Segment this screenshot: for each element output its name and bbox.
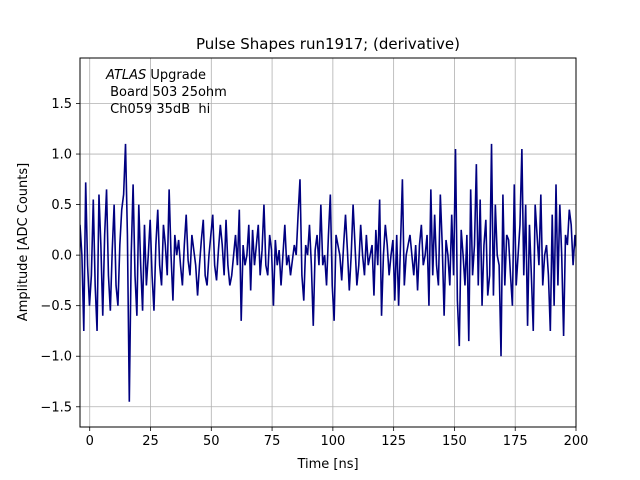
x-tick-label: 75 xyxy=(264,434,281,449)
x-tick-label: 0 xyxy=(86,434,94,449)
x-tick-label: 100 xyxy=(320,434,345,449)
y-tick-label: −1.5 xyxy=(40,400,72,415)
annotation-atlas: ATLAS xyxy=(105,68,146,83)
x-tick-label: 125 xyxy=(381,434,406,449)
y-tick-label: 1.5 xyxy=(51,97,72,112)
axes-frame xyxy=(79,57,577,428)
annotation: ATLAS Upgrade Board 503 25ohm Ch059 35dB… xyxy=(105,68,227,117)
x-axis-label: Time [ns] xyxy=(296,457,358,472)
y-tick-label: 1.0 xyxy=(51,148,72,163)
x-tick-label: 150 xyxy=(442,434,467,449)
plot-area xyxy=(80,143,576,402)
y-axis: −1.5 −1.0 −0.5 0.0 0.5 1.0 1.5 xyxy=(40,97,80,415)
y-tick-label: 0.5 xyxy=(51,198,72,213)
y-tick-label: 0.0 xyxy=(51,249,72,264)
x-tick-label: 50 xyxy=(203,434,220,449)
x-tick-label: 25 xyxy=(142,434,159,449)
x-tick-label: 200 xyxy=(564,434,589,449)
y-tick-label: −1.0 xyxy=(40,350,72,365)
x-tick-label: 175 xyxy=(503,434,528,449)
y-axis-label: Amplitude [ADC Counts] xyxy=(16,163,31,321)
chart-title: Pulse Shapes run1917; (derivative) xyxy=(196,35,460,53)
series-line xyxy=(80,143,576,402)
annotation-upgrade: Upgrade xyxy=(146,68,206,83)
x-axis: 0 25 50 75 100 125 150 175 200 xyxy=(86,427,589,449)
y-tick-label: −0.5 xyxy=(40,299,72,314)
svg-text:ATLAS Upgrade: ATLAS Upgrade xyxy=(105,68,206,83)
annotation-channel: Ch059 35dB hi xyxy=(106,102,210,117)
annotation-board: Board 503 25ohm xyxy=(106,85,227,100)
